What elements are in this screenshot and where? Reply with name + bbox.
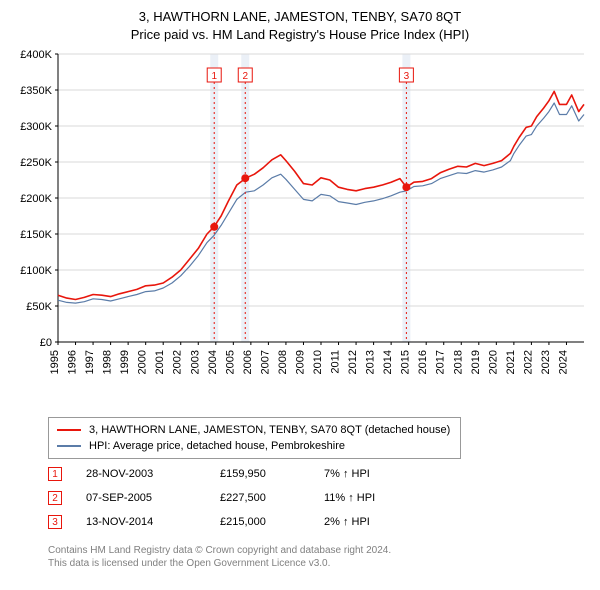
svg-text:2005: 2005 xyxy=(224,350,236,374)
svg-text:£250K: £250K xyxy=(20,157,52,169)
legend-label-hpi: HPI: Average price, detached house, Pemb… xyxy=(89,440,345,452)
svg-text:2023: 2023 xyxy=(540,350,552,374)
svg-text:1999: 1999 xyxy=(119,350,131,374)
sale-price: £227,500 xyxy=(220,492,300,504)
sale-marker-1: 1 xyxy=(48,467,62,481)
svg-text:2008: 2008 xyxy=(277,350,289,374)
sale-pct: 7% ↑ HPI xyxy=(324,468,384,480)
sale-price: £215,000 xyxy=(220,516,300,528)
svg-text:2017: 2017 xyxy=(435,350,447,374)
svg-text:£300K: £300K xyxy=(20,121,52,133)
svg-text:3: 3 xyxy=(404,71,410,82)
svg-text:£350K: £350K xyxy=(20,85,52,97)
svg-text:2010: 2010 xyxy=(312,350,324,374)
sales-table: 1 28-NOV-2003 £159,950 7% ↑ HPI 2 07-SEP… xyxy=(48,462,384,534)
sale-date: 13-NOV-2014 xyxy=(86,516,196,528)
svg-text:2014: 2014 xyxy=(382,350,394,374)
svg-text:1998: 1998 xyxy=(102,350,114,374)
svg-text:£200K: £200K xyxy=(20,193,52,205)
svg-text:2002: 2002 xyxy=(172,350,184,374)
svg-text:2003: 2003 xyxy=(189,350,201,374)
chart-container: £0 £50K £100K £150K £200K £250K £300K £350K £400… xyxy=(0,50,600,405)
svg-text:1: 1 xyxy=(211,71,217,82)
title-line-2: Price paid vs. HM Land Registry's House … xyxy=(0,26,600,44)
footer-line-1: Contains HM Land Registry data © Crown c… xyxy=(48,544,391,557)
svg-text:2016: 2016 xyxy=(417,350,429,374)
sale-date: 07-SEP-2005 xyxy=(86,492,196,504)
svg-text:1997: 1997 xyxy=(84,350,96,374)
svg-text:£150K: £150K xyxy=(20,229,52,241)
sale-row: 1 28-NOV-2003 £159,950 7% ↑ HPI xyxy=(48,462,384,486)
svg-text:2001: 2001 xyxy=(154,350,166,374)
svg-text:£100K: £100K xyxy=(20,265,52,277)
svg-text:£400K: £400K xyxy=(20,50,52,61)
sale-row: 2 07-SEP-2005 £227,500 11% ↑ HPI xyxy=(48,486,384,510)
sale-price: £159,950 xyxy=(220,468,300,480)
svg-text:2011: 2011 xyxy=(330,350,342,374)
chart-title-block: 3, HAWTHORN LANE, JAMESTON, TENBY, SA70 … xyxy=(0,0,600,44)
svg-text:2000: 2000 xyxy=(137,350,149,374)
price-chart: £0 £50K £100K £150K £200K £250K £300K £350K £400… xyxy=(0,50,600,405)
svg-text:2007: 2007 xyxy=(259,350,271,374)
svg-text:2006: 2006 xyxy=(242,350,254,374)
title-line-1: 3, HAWTHORN LANE, JAMESTON, TENBY, SA70 … xyxy=(0,8,600,26)
svg-text:2021: 2021 xyxy=(505,350,517,374)
svg-text:1996: 1996 xyxy=(67,350,79,374)
svg-text:2004: 2004 xyxy=(207,350,219,374)
svg-text:2022: 2022 xyxy=(522,350,534,374)
svg-text:2020: 2020 xyxy=(487,350,499,374)
svg-text:2: 2 xyxy=(242,71,248,82)
sale-marker-3: 3 xyxy=(48,515,62,529)
legend-row-property: 3, HAWTHORN LANE, JAMESTON, TENBY, SA70 … xyxy=(57,422,450,438)
sale-pct: 2% ↑ HPI xyxy=(324,516,384,528)
sale-row: 3 13-NOV-2014 £215,000 2% ↑ HPI xyxy=(48,510,384,534)
svg-text:2018: 2018 xyxy=(452,350,464,374)
sale-marker-2: 2 xyxy=(48,491,62,505)
legend-swatch-hpi xyxy=(57,445,81,447)
footer-line-2: This data is licensed under the Open Gov… xyxy=(48,557,391,570)
svg-text:2024: 2024 xyxy=(557,350,569,374)
legend-label-property: 3, HAWTHORN LANE, JAMESTON, TENBY, SA70 … xyxy=(89,424,450,436)
svg-text:£0: £0 xyxy=(40,337,52,349)
legend-row-hpi: HPI: Average price, detached house, Pemb… xyxy=(57,438,450,454)
svg-text:1995: 1995 xyxy=(49,350,61,374)
svg-text:2013: 2013 xyxy=(365,350,377,374)
svg-text:£50K: £50K xyxy=(26,301,52,313)
legend-swatch-property xyxy=(57,429,81,431)
svg-text:2015: 2015 xyxy=(400,350,412,374)
svg-text:2019: 2019 xyxy=(470,350,482,374)
sale-pct: 11% ↑ HPI xyxy=(324,492,384,504)
sale-date: 28-NOV-2003 xyxy=(86,468,196,480)
svg-text:2012: 2012 xyxy=(347,350,359,374)
footer-attribution: Contains HM Land Registry data © Crown c… xyxy=(48,544,391,570)
svg-text:2009: 2009 xyxy=(294,350,306,374)
legend: 3, HAWTHORN LANE, JAMESTON, TENBY, SA70 … xyxy=(48,417,461,459)
